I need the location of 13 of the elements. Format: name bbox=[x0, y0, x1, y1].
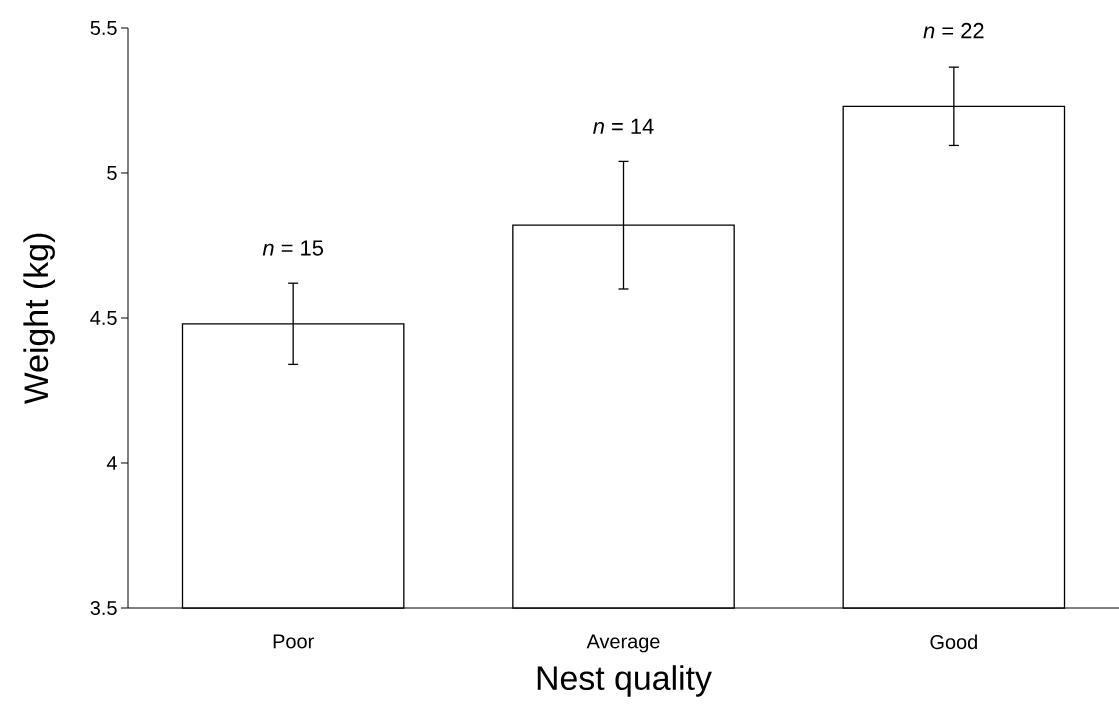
y-tick-label: 5 bbox=[107, 166, 117, 180]
y-tick-label: 4 bbox=[106, 456, 117, 470]
annotation: n = 22 bbox=[923, 22, 984, 39]
x-tick-label: Good bbox=[930, 634, 977, 650]
y-tick-label: 4.5 bbox=[90, 311, 117, 325]
x-axis-title: Nest quality bbox=[537, 665, 712, 697]
annotation: n = 15 bbox=[262, 240, 323, 256]
y-tick-label: 5.5 bbox=[90, 21, 117, 35]
annotation: n = 14 bbox=[593, 118, 654, 134]
y-tick-label: 3.5 bbox=[90, 600, 117, 616]
x-tick-label: Average bbox=[586, 634, 660, 653]
x-tick-label: Poor bbox=[273, 634, 314, 649]
y-axis-title: Weight (kg) bbox=[23, 233, 55, 405]
